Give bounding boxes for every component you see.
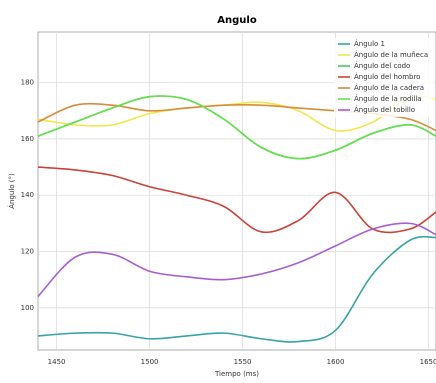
- y-tick-label: 120: [21, 248, 34, 256]
- series-line: [37, 166, 436, 234]
- legend-box: [334, 38, 434, 117]
- y-tick-label: 180: [21, 79, 34, 87]
- legend-label: Ángulo del tobillo: [354, 105, 415, 114]
- y-tick-label: 160: [21, 135, 34, 143]
- y-axis-label: Ángulo (°): [7, 173, 16, 209]
- y-tick-label: 140: [21, 191, 34, 199]
- series-line: [37, 94, 436, 132]
- x-tick-label: 1450: [48, 358, 66, 366]
- series-line: [37, 95, 436, 160]
- legend-label: Ángulo del codo: [354, 61, 410, 70]
- x-tick-label: 1600: [327, 358, 345, 366]
- legend-label: Ángulo 1: [354, 39, 385, 48]
- series-line: [37, 222, 436, 298]
- legend-label: Ángulo del hombro: [354, 72, 420, 81]
- x-tick-label: 1650: [420, 358, 436, 366]
- x-tick-label: 1550: [234, 358, 252, 366]
- x-axis-label: Tiempo (ms): [214, 370, 259, 378]
- y-tick-label: 100: [21, 304, 34, 312]
- series-line: [37, 235, 436, 343]
- legend-label: Ángulo de la rodilla: [354, 94, 422, 103]
- x-tick-label: 1500: [141, 358, 159, 366]
- chart-title: Angulo: [217, 15, 257, 26]
- legend-label: Ángulo de la cadera: [354, 83, 424, 92]
- legend-label: Ángulo de la muñeca: [354, 50, 428, 59]
